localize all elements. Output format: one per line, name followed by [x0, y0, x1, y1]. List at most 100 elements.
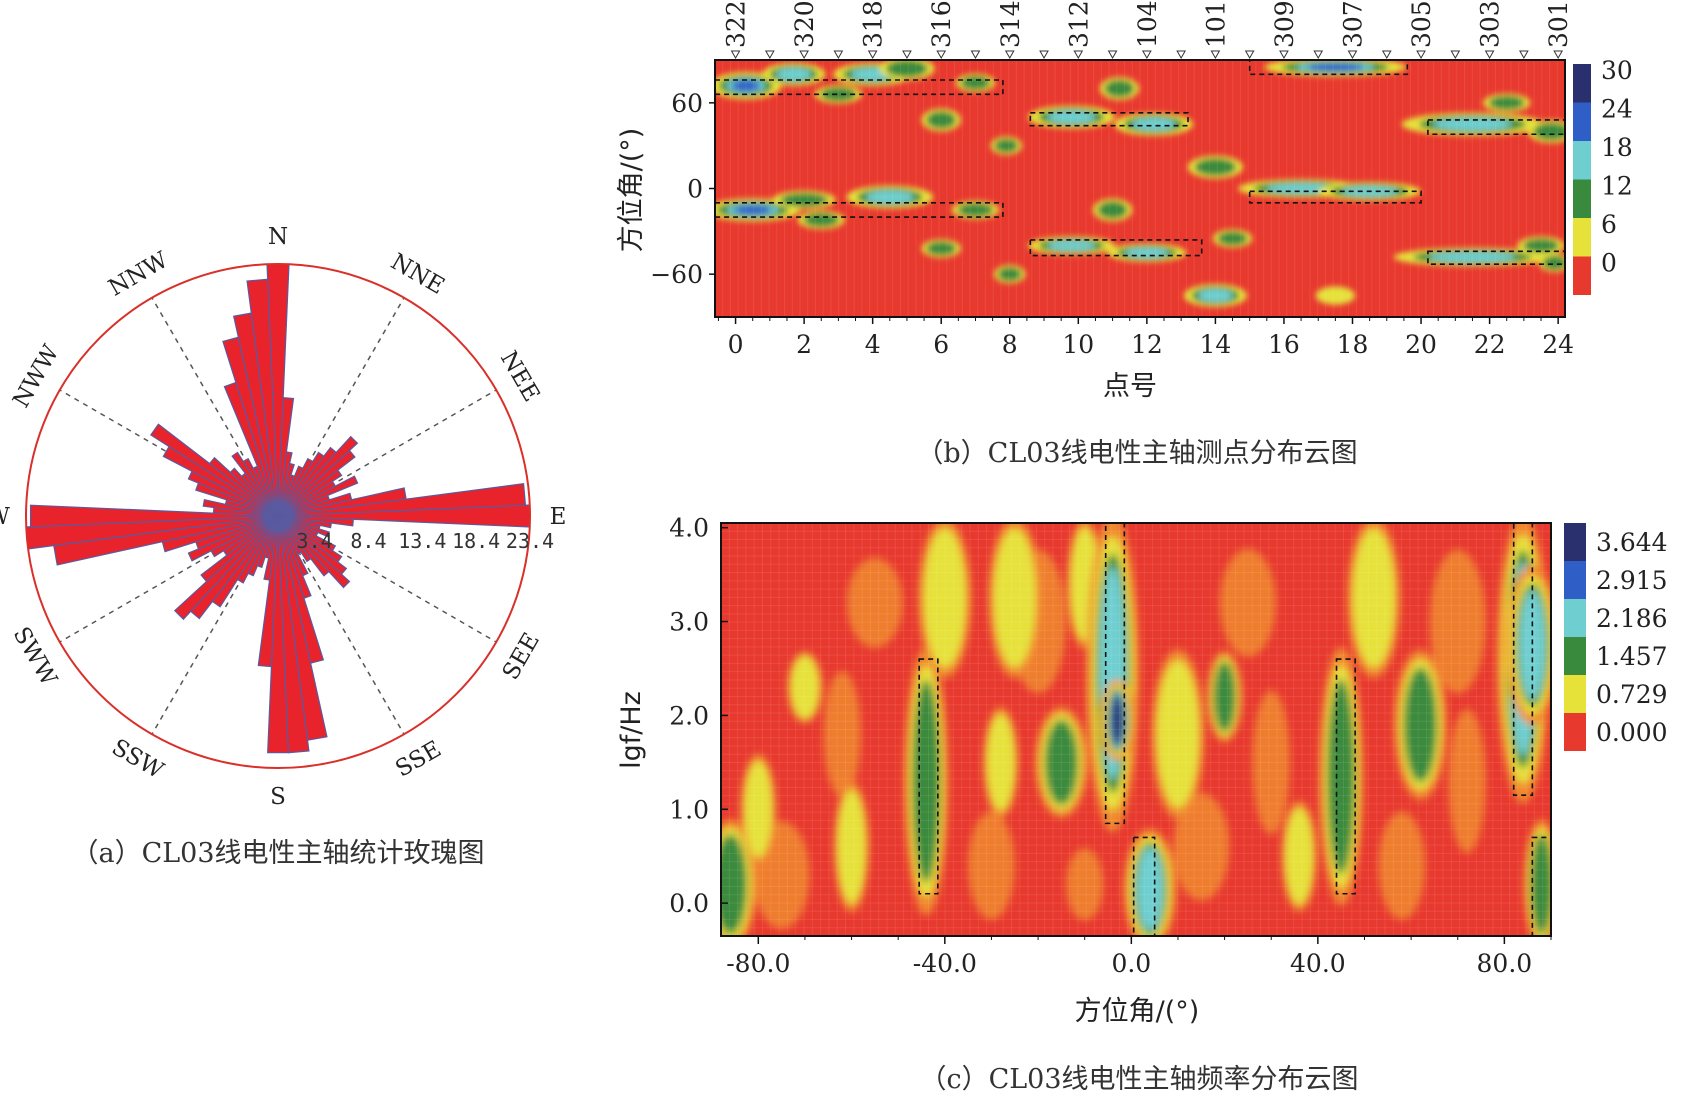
heatmap-b-anomaly — [926, 111, 956, 129]
heatmap-b-station-label: 101 — [1201, 0, 1230, 48]
heatmap-c-dashed-box — [1104, 523, 1126, 825]
heatmap-b-station-marker — [1450, 50, 1461, 60]
heatmap-b-station-label: 312 — [1064, 0, 1093, 48]
heatmap-c-ridge — [790, 655, 819, 719]
heatmap-b-station-label: 305 — [1407, 0, 1436, 48]
heatmap-b-station-label: 316 — [927, 0, 956, 48]
heatmap-b-colorbar-swatch — [1573, 64, 1591, 103]
heatmap-b-top-station-labels: 322 320 318 316 314 312 104 101 309 307 305 303 301 — [722, 0, 1573, 60]
heatmap-b-station-label: 314 — [996, 0, 1025, 48]
heatmap-c-colorbar-swatch — [1564, 561, 1586, 599]
heatmap-b-station-marker — [764, 50, 775, 60]
heatmap-b-colorbar-swatch — [1573, 256, 1591, 295]
heatmap-b-colorbar-label: 24 — [1601, 95, 1633, 124]
heatmap-c-ridge — [1285, 807, 1314, 905]
heatmap-c-ridge — [837, 790, 866, 904]
rose-petals — [25, 263, 531, 754]
heatmap-b-anomaly — [1433, 117, 1512, 131]
heatmap-b-anomaly — [957, 203, 994, 217]
heatmap-b-station-marker — [1381, 50, 1392, 60]
heatmap-b-colorbar-swatch — [1573, 179, 1591, 218]
heatmap-b-anomaly — [886, 60, 928, 78]
rose-radial-tick-label: 23.4 — [506, 529, 554, 553]
heatmap-b-anomaly — [865, 190, 914, 204]
heatmap-b-anomaly — [994, 138, 1019, 153]
heatmap-b-xtick-label: 8 — [1002, 330, 1018, 359]
heatmap-c-ridge — [993, 528, 1036, 668]
heatmap-b-xtick-label: 16 — [1268, 330, 1300, 359]
heatmap-c-ridge — [1519, 590, 1546, 700]
heatmap-b-station-marker — [1484, 50, 1495, 60]
heatmap-b-xtick-label: 12 — [1131, 330, 1163, 359]
heatmap-c-dashed-box — [1335, 658, 1356, 895]
heatmap-c-ytick-label: 2.0 — [669, 701, 709, 730]
heatmap-b-colorbar-label: 0 — [1601, 249, 1617, 278]
heatmap-b-background — [715, 60, 1565, 317]
heatmap-b-anomaly — [803, 213, 839, 227]
heatmap-b-station-marker — [1073, 50, 1084, 60]
heatmap-b-station-label: 318 — [859, 0, 888, 48]
heatmap-b-station-marker — [1553, 50, 1564, 60]
heatmap-b-anomaly — [776, 67, 812, 81]
heatmap-b-station-marker — [1039, 50, 1049, 60]
heatmap-b-station-marker — [1107, 50, 1118, 60]
heatmap-b-colorbar-swatch — [1573, 218, 1591, 257]
heatmap-c-ridge — [1111, 695, 1123, 745]
heatmap-b-anomaly — [1315, 286, 1356, 305]
heatmap-c-colorbar-label: 2.186 — [1596, 604, 1668, 633]
rose-dir-label-nww: NWW — [8, 341, 64, 413]
heatmap-c-ridge — [1136, 847, 1164, 931]
heatmap-b-grid — [715, 60, 1565, 317]
rose-petal — [246, 278, 279, 517]
heatmap-c-ridge — [1213, 661, 1236, 732]
rose-dir-label-n: N — [268, 224, 288, 250]
heatmap-b-anomaly — [1217, 231, 1248, 246]
heatmap-b-station-marker — [730, 50, 741, 60]
heatmap-c-ridge — [721, 834, 747, 935]
heatmap-b-xlabel: 点号 — [1103, 371, 1157, 402]
heatmap-b-anomaly — [733, 205, 772, 215]
heatmap-c-background-blob — [1448, 709, 1486, 854]
heatmap-c-ridge — [1530, 834, 1551, 935]
heatmap-c-grid — [721, 523, 1551, 936]
heatmap-b-xtick-label: 6 — [933, 330, 949, 359]
heatmap-c-xtick-label: -40.0 — [913, 949, 977, 978]
heatmap-b-station-marker — [970, 50, 981, 60]
rose-outer-circle — [25, 263, 531, 769]
heatmap-c-background-blob — [846, 557, 903, 648]
heatmap-c-xtick-label: 0.0 — [1111, 949, 1151, 978]
heatmap-c-ridge — [1156, 660, 1199, 808]
rose-dir-label-nee: NEE — [495, 347, 544, 407]
heatmap-c-xlabel: 方位角/(°) — [1075, 996, 1200, 1027]
rose-radial-tick-label: 13.4 — [398, 529, 446, 553]
rose-dir-label-e: E — [550, 504, 567, 530]
heatmap-b-anomaly — [820, 87, 857, 102]
heatmap-b-station-label: 301 — [1544, 0, 1573, 48]
heatmap-c-background-blob — [1429, 549, 1486, 694]
heatmap-b-dashed-box — [1248, 190, 1422, 204]
heatmap-c-background-blob — [968, 811, 1015, 920]
heatmap-c-colorbar-swatch — [1564, 599, 1586, 637]
heatmap-c-ridge — [1044, 719, 1078, 805]
heatmap-b-anomaly — [926, 241, 956, 256]
heatmap-b-station-marker — [1141, 50, 1152, 60]
heatmap-c-ridge — [1327, 678, 1355, 874]
heatmap-b-xtick-label: 20 — [1405, 330, 1437, 359]
heatmap-b-station-marker — [1279, 50, 1289, 60]
rose-radial-ticks: 3.4 8.4 13.4 18.4 23.4 — [297, 529, 555, 553]
heatmap-b-xtick-label: 24 — [1542, 330, 1574, 359]
heatmap-b-station-marker — [1519, 50, 1529, 60]
heatmap-c-ridge — [1352, 528, 1395, 668]
heatmap-b-xtick-label: 0 — [728, 330, 744, 359]
rose-dir-label-nnw: NNW — [104, 247, 173, 302]
heatmap-b-anomaly — [731, 80, 761, 92]
rose-dir-label-w: W — [0, 504, 10, 530]
heatmap-b-anomaly — [1429, 252, 1516, 263]
rose-petal — [29, 504, 279, 528]
heatmap-b-station-label: 303 — [1476, 0, 1505, 48]
heatmap-b-station-marker — [1176, 50, 1186, 60]
heatmap-b-anomaly — [1266, 183, 1336, 194]
heatmap-b-ytick-label: −60 — [650, 260, 703, 289]
